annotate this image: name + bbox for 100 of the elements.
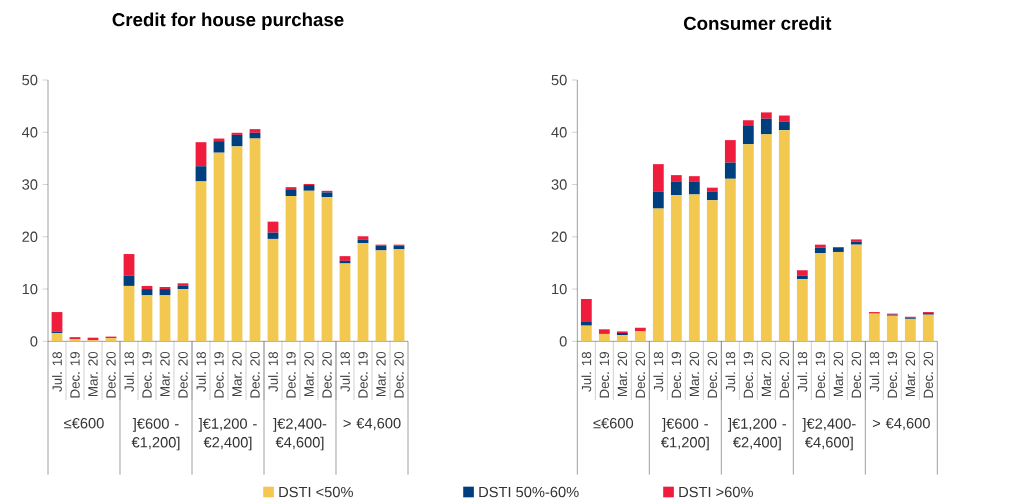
bar xyxy=(123,285,135,342)
bar xyxy=(123,275,135,286)
bar xyxy=(580,325,592,342)
bar xyxy=(159,295,171,342)
y-tick-label: 30 xyxy=(551,179,567,190)
x-tick-label: Dec. 19 xyxy=(887,352,898,398)
legend-label: DSTI 50%-60% xyxy=(479,486,579,498)
bar xyxy=(195,142,207,167)
text: ]€2,400- €4,600] xyxy=(802,418,856,451)
chart-title: Credit for house purchase xyxy=(112,12,344,30)
bar xyxy=(796,270,808,276)
bar xyxy=(393,249,405,342)
text: ]€600 - €1,200] xyxy=(660,418,709,451)
y-tick-label: 30 xyxy=(22,179,38,190)
x-tick-label: Jul. 18 xyxy=(869,351,880,392)
bar xyxy=(231,146,243,342)
x-tick-label: Dec. 20 xyxy=(635,351,646,398)
bar xyxy=(724,140,736,163)
y-tick-label: 50 xyxy=(22,74,38,86)
x-tick-label: Dec. 19 xyxy=(358,352,368,398)
x-tick-label: Jul. 18 xyxy=(52,351,62,392)
bar xyxy=(285,196,297,342)
bar xyxy=(285,189,297,197)
bar xyxy=(652,208,664,342)
x-tick-label: Mar. 20 xyxy=(617,351,628,396)
bar xyxy=(375,250,387,342)
bar xyxy=(706,200,718,342)
text: ]€1,200 - €2,400] xyxy=(728,418,787,451)
y-tick-label: 10 xyxy=(22,283,38,295)
bar xyxy=(670,181,682,195)
bar xyxy=(634,331,646,342)
x-tick-label: Jul. 18 xyxy=(124,351,134,392)
bar xyxy=(670,175,682,182)
y-tick-label: 20 xyxy=(551,231,567,242)
legend-label: DSTI <50% xyxy=(279,486,353,498)
x-tick-label: Mar. 20 xyxy=(761,351,772,396)
bar xyxy=(195,166,207,182)
bar xyxy=(177,289,189,342)
bar xyxy=(339,256,351,261)
bar xyxy=(778,115,790,122)
x-tick-label: Mar. 20 xyxy=(304,351,314,396)
bar xyxy=(886,315,898,342)
bar xyxy=(51,312,63,332)
bar xyxy=(796,275,808,280)
x-tick-label: Dec. 19 xyxy=(815,352,826,398)
bar xyxy=(303,185,315,191)
bar xyxy=(832,251,844,342)
bar xyxy=(616,335,628,342)
bar xyxy=(267,221,279,233)
y-tick-label: 50 xyxy=(551,74,567,86)
x-tick-label: Jul. 18 xyxy=(340,351,350,392)
bar xyxy=(688,181,700,195)
x-tick-label: Dec. 20 xyxy=(106,351,116,398)
x-tick-label: Dec. 19 xyxy=(214,352,224,398)
x-tick-label: Mar. 20 xyxy=(160,351,170,396)
x-tick-label: Mar. 20 xyxy=(88,351,98,396)
bar xyxy=(357,239,369,244)
bar xyxy=(706,187,718,192)
text: > €4,600 xyxy=(343,418,401,431)
bar xyxy=(778,121,790,131)
x-tick-label: Dec. 19 xyxy=(70,352,80,398)
x-tick-label: Jul. 18 xyxy=(268,351,278,392)
chart-title: Consumer credit xyxy=(683,16,832,30)
x-tick-label: Dec. 20 xyxy=(322,351,332,398)
bar xyxy=(652,164,664,192)
y-tick-label: 40 xyxy=(21,127,38,138)
bar xyxy=(357,243,369,342)
text: ]€600 - €1,200] xyxy=(131,418,180,451)
bar xyxy=(141,295,153,342)
bar xyxy=(814,247,826,253)
x-tick-label: Mar. 20 xyxy=(376,351,386,396)
bar xyxy=(339,263,351,342)
bar xyxy=(177,283,189,286)
text: > €4,600 xyxy=(872,418,930,431)
bar xyxy=(670,194,682,342)
text: ]€2,400- €4,600] xyxy=(273,418,327,451)
x-tick-label: Jul. 18 xyxy=(797,351,808,392)
legend-label: DSTI >60% xyxy=(679,486,753,498)
x-tick-label: Dec. 20 xyxy=(851,351,862,398)
text: ≤€600 xyxy=(593,418,634,429)
bar xyxy=(814,253,826,342)
x-tick-label: Dec. 19 xyxy=(599,352,610,398)
x-tick-label: Dec. 19 xyxy=(286,352,296,398)
text: ≤€600 xyxy=(64,418,104,429)
y-tick-label: 0 xyxy=(559,336,567,347)
bar xyxy=(580,321,592,326)
bar xyxy=(814,244,826,248)
bar xyxy=(760,134,772,342)
bar xyxy=(796,279,808,342)
bar xyxy=(742,120,754,126)
x-tick-label: Dec. 19 xyxy=(671,352,682,398)
bar xyxy=(652,191,664,209)
x-tick-label: Jul. 18 xyxy=(653,351,664,392)
bar xyxy=(213,141,225,153)
bar xyxy=(832,247,844,252)
bar xyxy=(760,118,772,135)
x-tick-label: Dec. 20 xyxy=(779,351,790,398)
bar xyxy=(321,192,333,198)
bar xyxy=(195,181,207,342)
x-tick-label: Dec. 20 xyxy=(923,351,934,398)
